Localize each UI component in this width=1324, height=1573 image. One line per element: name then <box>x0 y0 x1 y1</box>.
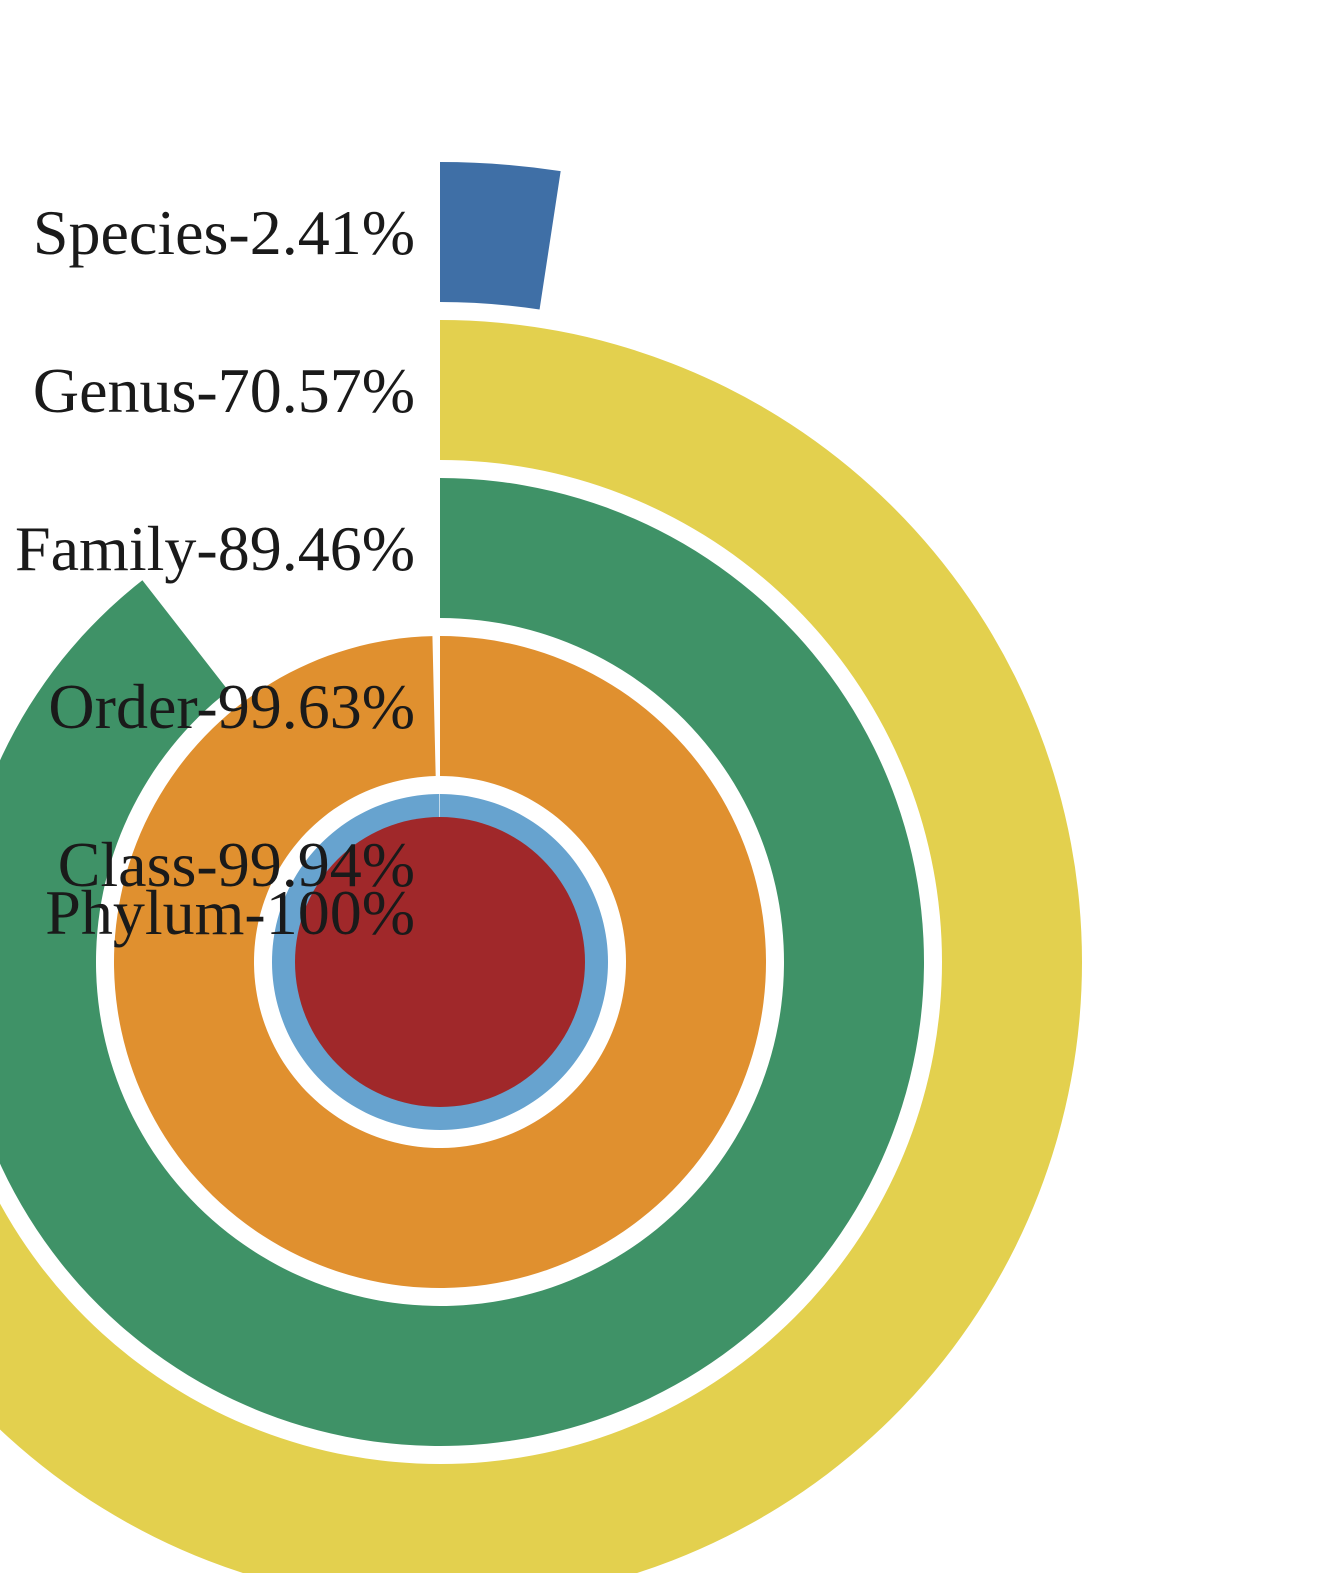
ring-order <box>113 636 766 1288</box>
label-family: Family-89.46% <box>15 513 415 584</box>
ring-phylum <box>295 817 585 1107</box>
ring-group <box>0 162 1082 1573</box>
ring-genus <box>0 320 1082 1573</box>
label-order: Order-99.63% <box>48 671 415 742</box>
label-group: Species-2.41% Genus-70.57% Family-89.46% Or… <box>15 197 415 948</box>
label-genus: Genus-70.57% <box>33 355 415 426</box>
ring-family <box>0 478 924 1446</box>
label-phylum: Phylum-100% <box>45 877 415 948</box>
label-class: Class-99.94% <box>58 829 415 900</box>
label-species: Species-2.41% <box>33 197 415 268</box>
ring-species <box>440 162 561 310</box>
